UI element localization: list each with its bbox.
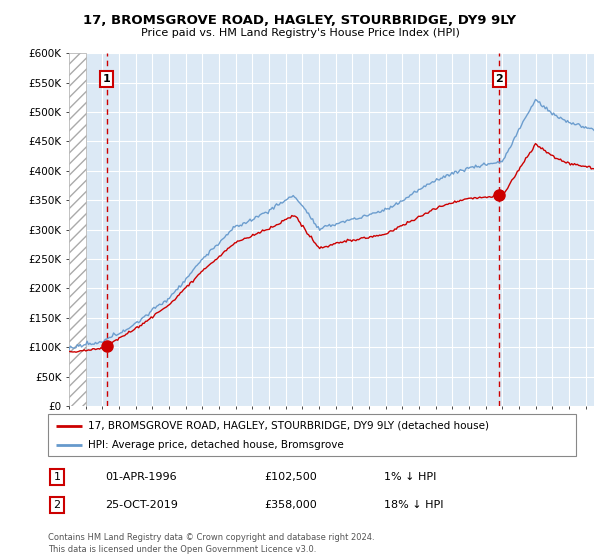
Text: 18% ↓ HPI: 18% ↓ HPI — [384, 500, 443, 510]
Text: £358,000: £358,000 — [264, 500, 317, 510]
Text: Price paid vs. HM Land Registry's House Price Index (HPI): Price paid vs. HM Land Registry's House … — [140, 28, 460, 38]
Bar — [69, 53, 86, 406]
Text: £102,500: £102,500 — [264, 472, 317, 482]
Text: 17, BROMSGROVE ROAD, HAGLEY, STOURBRIDGE, DY9 9LY: 17, BROMSGROVE ROAD, HAGLEY, STOURBRIDGE… — [83, 14, 517, 27]
FancyBboxPatch shape — [48, 414, 576, 456]
Text: 25-OCT-2019: 25-OCT-2019 — [105, 500, 178, 510]
Text: 1% ↓ HPI: 1% ↓ HPI — [384, 472, 436, 482]
Text: 2: 2 — [496, 74, 503, 84]
Text: 1: 1 — [103, 74, 110, 84]
Text: 2: 2 — [53, 500, 61, 510]
Text: 17, BROMSGROVE ROAD, HAGLEY, STOURBRIDGE, DY9 9LY (detached house): 17, BROMSGROVE ROAD, HAGLEY, STOURBRIDGE… — [88, 421, 488, 431]
Text: HPI: Average price, detached house, Bromsgrove: HPI: Average price, detached house, Brom… — [88, 440, 343, 450]
Text: 1: 1 — [53, 472, 61, 482]
Text: 01-APR-1996: 01-APR-1996 — [105, 472, 176, 482]
Text: This data is licensed under the Open Government Licence v3.0.: This data is licensed under the Open Gov… — [48, 545, 316, 554]
Text: Contains HM Land Registry data © Crown copyright and database right 2024.: Contains HM Land Registry data © Crown c… — [48, 533, 374, 542]
